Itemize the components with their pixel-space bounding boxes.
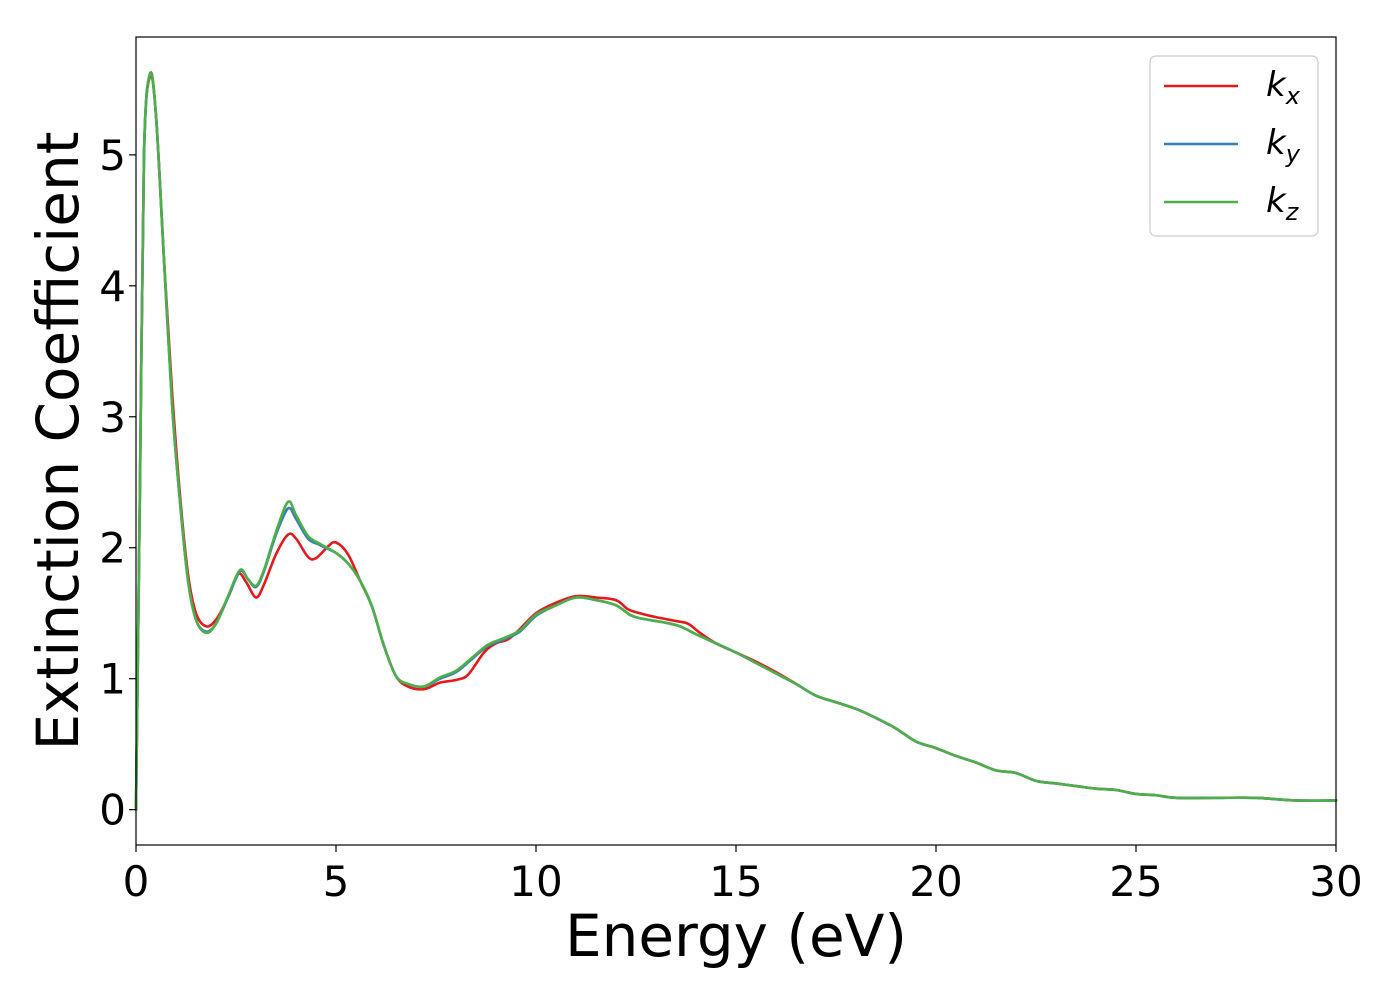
- x-tick-label: 20: [909, 857, 962, 906]
- y-tick-label: 4: [99, 262, 126, 311]
- legend-frame: [1149, 55, 1319, 237]
- x-axis-ticks: 0 5 10 15 20 25 30: [123, 845, 1363, 906]
- legend-label-y: ky: [1266, 123, 1301, 168]
- legend-label-z: kz: [1266, 181, 1300, 226]
- legend-label-base: k: [1266, 65, 1287, 105]
- x-tick-label: 5: [323, 857, 350, 906]
- legend-label-subscript: x: [1285, 82, 1301, 110]
- legend-label-base: k: [1266, 123, 1287, 163]
- x-tick-label: 30: [1309, 857, 1362, 906]
- y-tick-label: 0: [99, 786, 126, 835]
- series-line-z: [134, 71, 1338, 811]
- y-axis-ticks: 0 1 2 3 4 5: [99, 131, 136, 835]
- x-tick-label: 0: [123, 857, 150, 906]
- x-tick-label: 25: [1109, 857, 1162, 906]
- y-tick-label: 3: [99, 393, 126, 442]
- x-tick-label: 15: [709, 857, 762, 906]
- legend-label-x: kx: [1266, 65, 1301, 110]
- x-tick-label: 10: [509, 857, 562, 906]
- y-axis-title: Extinction Coefficient: [24, 132, 92, 751]
- legend-label-base: k: [1266, 181, 1287, 221]
- legend-label-subscript: z: [1285, 198, 1300, 226]
- y-tick-label: 5: [99, 131, 126, 180]
- y-tick-label: 2: [99, 524, 126, 573]
- series-layer: [134, 71, 1338, 811]
- y-tick-label: 1: [99, 655, 126, 704]
- legend-label-subscript: y: [1285, 140, 1301, 168]
- x-axis-title: Energy (eV): [565, 902, 907, 970]
